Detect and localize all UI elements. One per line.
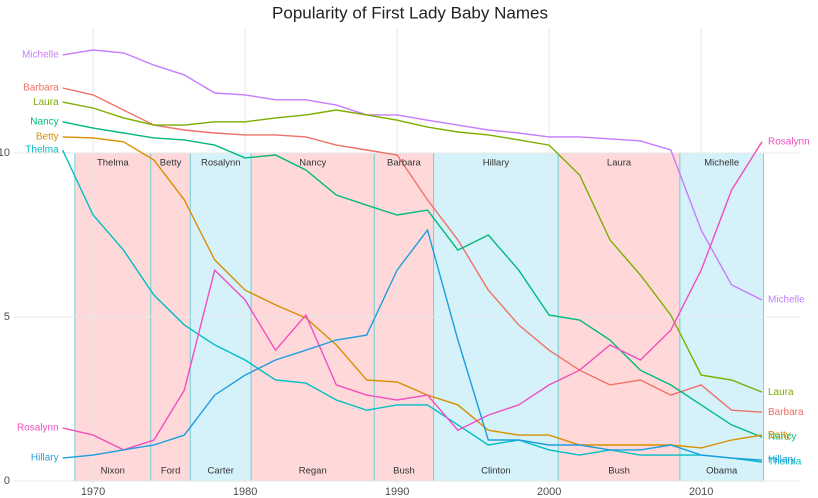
president-label: Obama <box>706 466 738 477</box>
president-label: Nixon <box>101 466 125 477</box>
series-line <box>62 228 763 461</box>
chart-title: Popularity of First Lady Baby Names <box>272 3 548 22</box>
president-label: Carter <box>208 466 234 477</box>
first-lady-label: Nancy <box>299 158 326 169</box>
series-label-end: Hillary <box>768 455 796 466</box>
grid <box>14 28 800 484</box>
first-lady-label: Barbara <box>387 158 422 169</box>
series-label-end: Thelma <box>768 457 802 468</box>
series-label-end: Rosalynn <box>768 136 810 147</box>
series-label-start: Hillary <box>31 453 59 464</box>
first-lady-label: Hillary <box>483 158 510 169</box>
x-tick-label: 1980 <box>233 486 257 498</box>
president-label: Regan <box>299 466 327 477</box>
first-lady-label: Rosalynn <box>201 158 241 169</box>
president-label: Bush <box>608 466 630 477</box>
series-line <box>62 121 763 438</box>
x-tick-label: 1970 <box>81 486 105 498</box>
series-label-start: Nancy <box>30 116 58 127</box>
president-label: Ford <box>161 466 181 477</box>
series-line <box>62 141 763 451</box>
lines <box>61 49 763 463</box>
first-lady-label: Thelma <box>97 158 129 169</box>
y-tick-label: 5 <box>4 311 10 323</box>
series-label-end: Michelle <box>768 295 805 306</box>
series-label-end: Laura <box>768 387 794 398</box>
president-label: Clinton <box>481 466 511 477</box>
series-label-start: Michelle <box>22 50 59 61</box>
first-lady-label: Laura <box>607 158 632 169</box>
series-label-end: Barbara <box>768 407 804 418</box>
y-tick-label: 10 <box>0 147 10 159</box>
series-line <box>62 136 763 449</box>
series-line <box>62 49 763 301</box>
x-tick-label: 2010 <box>689 486 713 498</box>
series-line <box>62 87 763 413</box>
series-label-end: Nancy <box>768 432 796 443</box>
labels: 0 5 10 1970 1980 1990 2000 2010 Thelma Nixon Betty… <box>0 50 810 498</box>
x-tick-label: 2000 <box>537 486 561 498</box>
series-label-start: Betty <box>36 132 59 143</box>
y-tick-label: 0 <box>4 475 10 487</box>
series-line <box>62 101 763 393</box>
first-lady-label: Betty <box>160 158 182 169</box>
series-label-start: Rosalynn <box>17 423 59 434</box>
x-tick-label: 1990 <box>385 486 409 498</box>
first-lady-label: Michelle <box>704 158 739 169</box>
series-label-end: Betty <box>768 430 791 441</box>
series-label-start: Barbara <box>23 83 59 94</box>
series-line <box>61 149 763 463</box>
series-label-start: Thelma <box>25 145 59 156</box>
president-label: Bush <box>393 466 415 477</box>
series-label-start: Laura <box>33 97 59 108</box>
